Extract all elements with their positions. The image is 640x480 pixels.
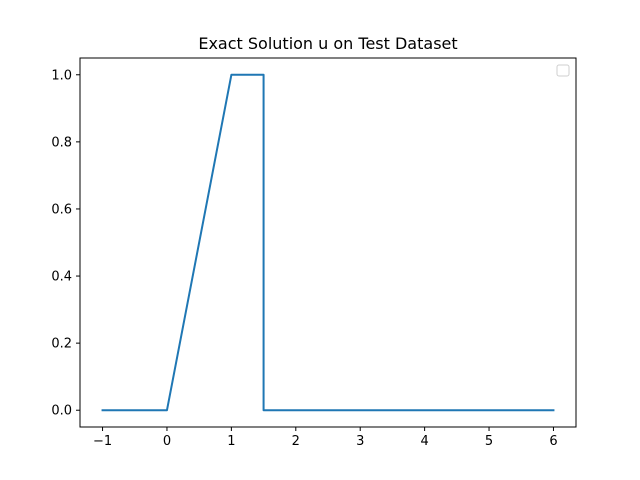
y-tick-label: 0.2 [51, 337, 72, 352]
y-tick-label: 1.0 [51, 68, 72, 83]
plot-area [101, 73, 555, 412]
y-axis: 0.0 0.2 0.4 0.6 0.8 1.0 [51, 68, 80, 419]
y-tick-label: 0.8 [51, 135, 72, 150]
y-tick-label: 0.4 [51, 270, 72, 285]
y-tick-label: 0.6 [51, 202, 72, 217]
y-tick-label: 0.0 [51, 404, 72, 419]
x-tick-label: 0 [163, 434, 171, 449]
x-axis: −1 0 1 2 3 4 5 6 [93, 427, 558, 449]
x-tick-label: 6 [549, 434, 557, 449]
legend-box [556, 64, 570, 77]
chart-title: Exact Solution u on Test Dataset [198, 34, 457, 53]
x-tick-label: 5 [485, 434, 493, 449]
x-tick-label: −1 [93, 434, 112, 449]
x-tick-label: 4 [420, 434, 428, 449]
x-tick-label: 1 [227, 434, 235, 449]
axes-frame [79, 57, 577, 428]
x-tick-label: 2 [292, 434, 300, 449]
series-line-0 [101, 73, 555, 412]
x-tick-label: 3 [356, 434, 364, 449]
